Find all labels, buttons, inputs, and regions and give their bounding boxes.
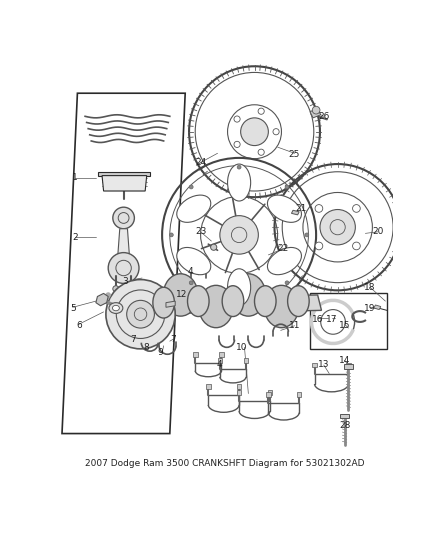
Polygon shape [129,295,321,314]
Text: 10: 10 [237,343,248,352]
Ellipse shape [268,247,301,274]
Circle shape [240,118,268,146]
Circle shape [237,301,241,304]
Polygon shape [206,384,211,389]
Text: 6: 6 [76,321,82,330]
Polygon shape [193,352,198,357]
Ellipse shape [187,286,209,317]
Circle shape [285,185,289,189]
Polygon shape [117,229,130,260]
Ellipse shape [254,286,276,317]
Ellipse shape [231,274,266,316]
Ellipse shape [228,269,251,306]
Polygon shape [218,358,222,363]
Ellipse shape [199,285,233,328]
Ellipse shape [113,305,120,311]
Circle shape [353,205,360,212]
Polygon shape [98,172,150,175]
Text: 21: 21 [295,204,307,213]
Circle shape [113,207,134,229]
Polygon shape [237,391,241,395]
Ellipse shape [177,247,211,274]
Circle shape [189,281,193,285]
Ellipse shape [163,274,198,316]
Circle shape [258,108,264,114]
Text: 3: 3 [122,277,128,286]
Polygon shape [266,392,271,397]
Text: 25: 25 [289,150,300,159]
Circle shape [353,242,360,250]
Text: 8: 8 [144,343,150,352]
Polygon shape [291,210,299,215]
Circle shape [285,281,289,285]
Polygon shape [102,175,147,191]
Ellipse shape [268,195,301,222]
Ellipse shape [264,285,299,328]
Text: 4: 4 [188,268,194,276]
Circle shape [305,233,309,237]
Text: 7: 7 [130,335,136,344]
Polygon shape [96,294,108,306]
Text: 2007 Dodge Ram 3500 CRANKSHFT Diagram for 53021302AD: 2007 Dodge Ram 3500 CRANKSHFT Diagram fo… [85,459,364,468]
Circle shape [108,253,139,284]
Text: 7: 7 [170,335,176,344]
Text: 23: 23 [195,227,206,236]
Text: 9: 9 [158,348,163,357]
Circle shape [211,244,217,251]
Text: 15: 15 [339,321,350,330]
Text: 14: 14 [339,356,350,365]
Polygon shape [268,391,272,395]
Text: 18: 18 [364,283,376,292]
Ellipse shape [222,286,244,317]
Text: 11: 11 [289,321,300,330]
Polygon shape [219,352,224,357]
Circle shape [315,205,323,212]
Circle shape [128,286,134,292]
Text: 5: 5 [70,304,76,313]
Ellipse shape [109,303,123,313]
Circle shape [234,141,240,148]
Text: 20: 20 [372,227,383,236]
Polygon shape [312,363,317,367]
Circle shape [312,106,320,114]
Circle shape [170,233,173,237]
Bar [310,294,387,349]
Ellipse shape [228,164,251,201]
Text: 22: 22 [277,244,289,253]
Circle shape [258,149,264,155]
Polygon shape [310,109,321,118]
Circle shape [273,128,279,135]
Circle shape [189,185,193,189]
Text: 2: 2 [72,233,78,241]
Polygon shape [346,363,351,367]
Polygon shape [374,305,381,310]
Circle shape [127,301,155,328]
Circle shape [234,116,240,122]
Polygon shape [297,392,301,397]
Text: 4: 4 [217,360,223,369]
Text: 16: 16 [312,315,323,324]
Ellipse shape [153,287,174,318]
Text: 26: 26 [318,112,329,121]
Text: 12: 12 [176,290,187,300]
Ellipse shape [177,195,211,222]
Text: 28: 28 [339,422,350,430]
Text: 1: 1 [72,173,78,182]
Text: 13: 13 [318,360,329,369]
Polygon shape [340,414,349,418]
Polygon shape [244,358,248,363]
Text: 19: 19 [364,304,376,313]
Polygon shape [237,384,241,389]
Circle shape [113,286,119,292]
Circle shape [237,165,241,169]
Text: 17: 17 [326,315,337,324]
Text: 24: 24 [195,158,206,167]
Circle shape [315,242,323,250]
Circle shape [320,209,355,245]
Circle shape [106,280,175,349]
Ellipse shape [288,286,309,317]
Polygon shape [166,301,175,308]
Circle shape [220,216,258,254]
Polygon shape [344,364,353,369]
